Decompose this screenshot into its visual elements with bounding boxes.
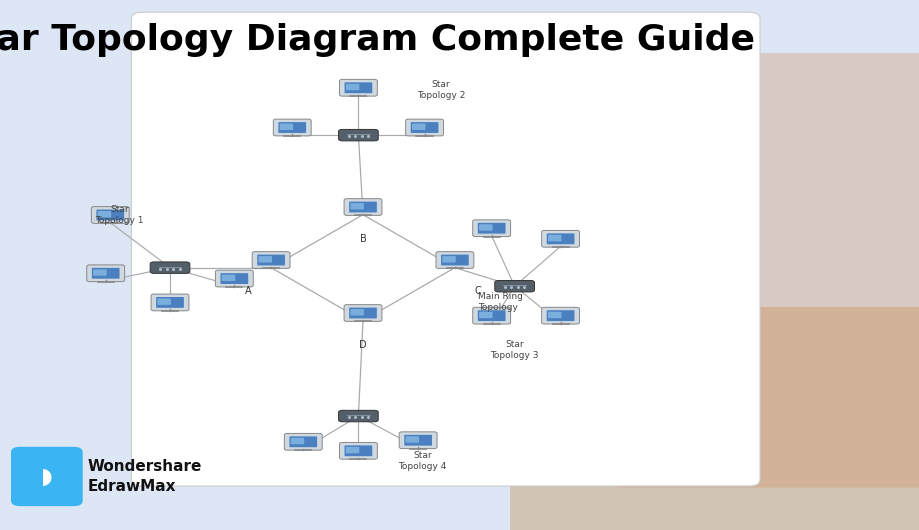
FancyBboxPatch shape — [346, 447, 359, 453]
FancyBboxPatch shape — [273, 119, 312, 136]
FancyBboxPatch shape — [339, 80, 378, 96]
FancyBboxPatch shape — [405, 119, 444, 136]
FancyBboxPatch shape — [478, 310, 505, 321]
FancyBboxPatch shape — [338, 410, 379, 422]
FancyBboxPatch shape — [345, 445, 372, 456]
FancyBboxPatch shape — [548, 312, 562, 318]
FancyBboxPatch shape — [346, 84, 359, 90]
Text: Wondershare
EdrawMax: Wondershare EdrawMax — [87, 459, 201, 494]
FancyBboxPatch shape — [284, 434, 323, 450]
FancyBboxPatch shape — [405, 436, 419, 443]
Text: ◗: ◗ — [41, 466, 52, 487]
Text: Star Topology Diagram Complete Guide: Star Topology Diagram Complete Guide — [0, 23, 754, 57]
FancyBboxPatch shape — [548, 235, 562, 241]
FancyBboxPatch shape — [97, 211, 111, 217]
FancyBboxPatch shape — [478, 223, 505, 234]
FancyBboxPatch shape — [547, 233, 574, 244]
FancyBboxPatch shape — [411, 122, 438, 133]
FancyBboxPatch shape — [404, 435, 432, 446]
FancyBboxPatch shape — [258, 256, 272, 262]
FancyBboxPatch shape — [157, 298, 171, 305]
FancyBboxPatch shape — [541, 231, 580, 247]
FancyBboxPatch shape — [412, 123, 425, 130]
Text: A: A — [244, 287, 252, 296]
FancyBboxPatch shape — [399, 432, 437, 448]
FancyBboxPatch shape — [442, 256, 456, 262]
FancyBboxPatch shape — [441, 254, 469, 266]
FancyBboxPatch shape — [349, 307, 377, 319]
FancyBboxPatch shape — [86, 265, 125, 281]
FancyBboxPatch shape — [131, 12, 760, 486]
FancyBboxPatch shape — [257, 254, 285, 266]
FancyBboxPatch shape — [93, 269, 107, 276]
FancyBboxPatch shape — [541, 307, 580, 324]
FancyBboxPatch shape — [96, 209, 124, 220]
Text: Star
Topology 1: Star Topology 1 — [96, 205, 143, 225]
Text: Star
Topology 3: Star Topology 3 — [491, 340, 539, 360]
FancyBboxPatch shape — [345, 82, 372, 93]
FancyBboxPatch shape — [150, 262, 190, 273]
FancyBboxPatch shape — [338, 129, 379, 141]
FancyBboxPatch shape — [494, 280, 535, 292]
FancyBboxPatch shape — [349, 201, 377, 213]
FancyBboxPatch shape — [510, 307, 919, 530]
FancyBboxPatch shape — [350, 309, 364, 315]
FancyBboxPatch shape — [436, 252, 474, 268]
FancyBboxPatch shape — [472, 307, 511, 324]
FancyBboxPatch shape — [151, 294, 189, 311]
FancyBboxPatch shape — [344, 199, 382, 215]
Text: Star
Topology 2: Star Topology 2 — [417, 80, 465, 100]
FancyBboxPatch shape — [156, 297, 184, 308]
FancyBboxPatch shape — [607, 53, 919, 488]
FancyBboxPatch shape — [289, 436, 317, 447]
FancyBboxPatch shape — [547, 310, 574, 321]
FancyBboxPatch shape — [472, 220, 511, 236]
FancyBboxPatch shape — [92, 268, 119, 279]
FancyBboxPatch shape — [479, 312, 493, 318]
FancyBboxPatch shape — [221, 273, 248, 284]
FancyBboxPatch shape — [252, 252, 290, 268]
FancyBboxPatch shape — [11, 447, 83, 506]
Text: B: B — [359, 234, 367, 243]
FancyBboxPatch shape — [339, 443, 378, 459]
FancyBboxPatch shape — [625, 0, 919, 530]
FancyBboxPatch shape — [350, 203, 364, 209]
FancyBboxPatch shape — [91, 207, 130, 223]
FancyBboxPatch shape — [278, 122, 306, 133]
Text: Star
Topology 4: Star Topology 4 — [399, 451, 447, 471]
Text: C: C — [474, 287, 482, 296]
FancyBboxPatch shape — [215, 270, 254, 287]
Text: Main Ring
Topology: Main Ring Topology — [478, 292, 523, 312]
FancyBboxPatch shape — [221, 275, 235, 281]
FancyBboxPatch shape — [479, 224, 493, 231]
FancyBboxPatch shape — [290, 438, 304, 444]
FancyBboxPatch shape — [344, 305, 382, 321]
Text: D: D — [359, 340, 367, 349]
FancyBboxPatch shape — [279, 123, 293, 130]
